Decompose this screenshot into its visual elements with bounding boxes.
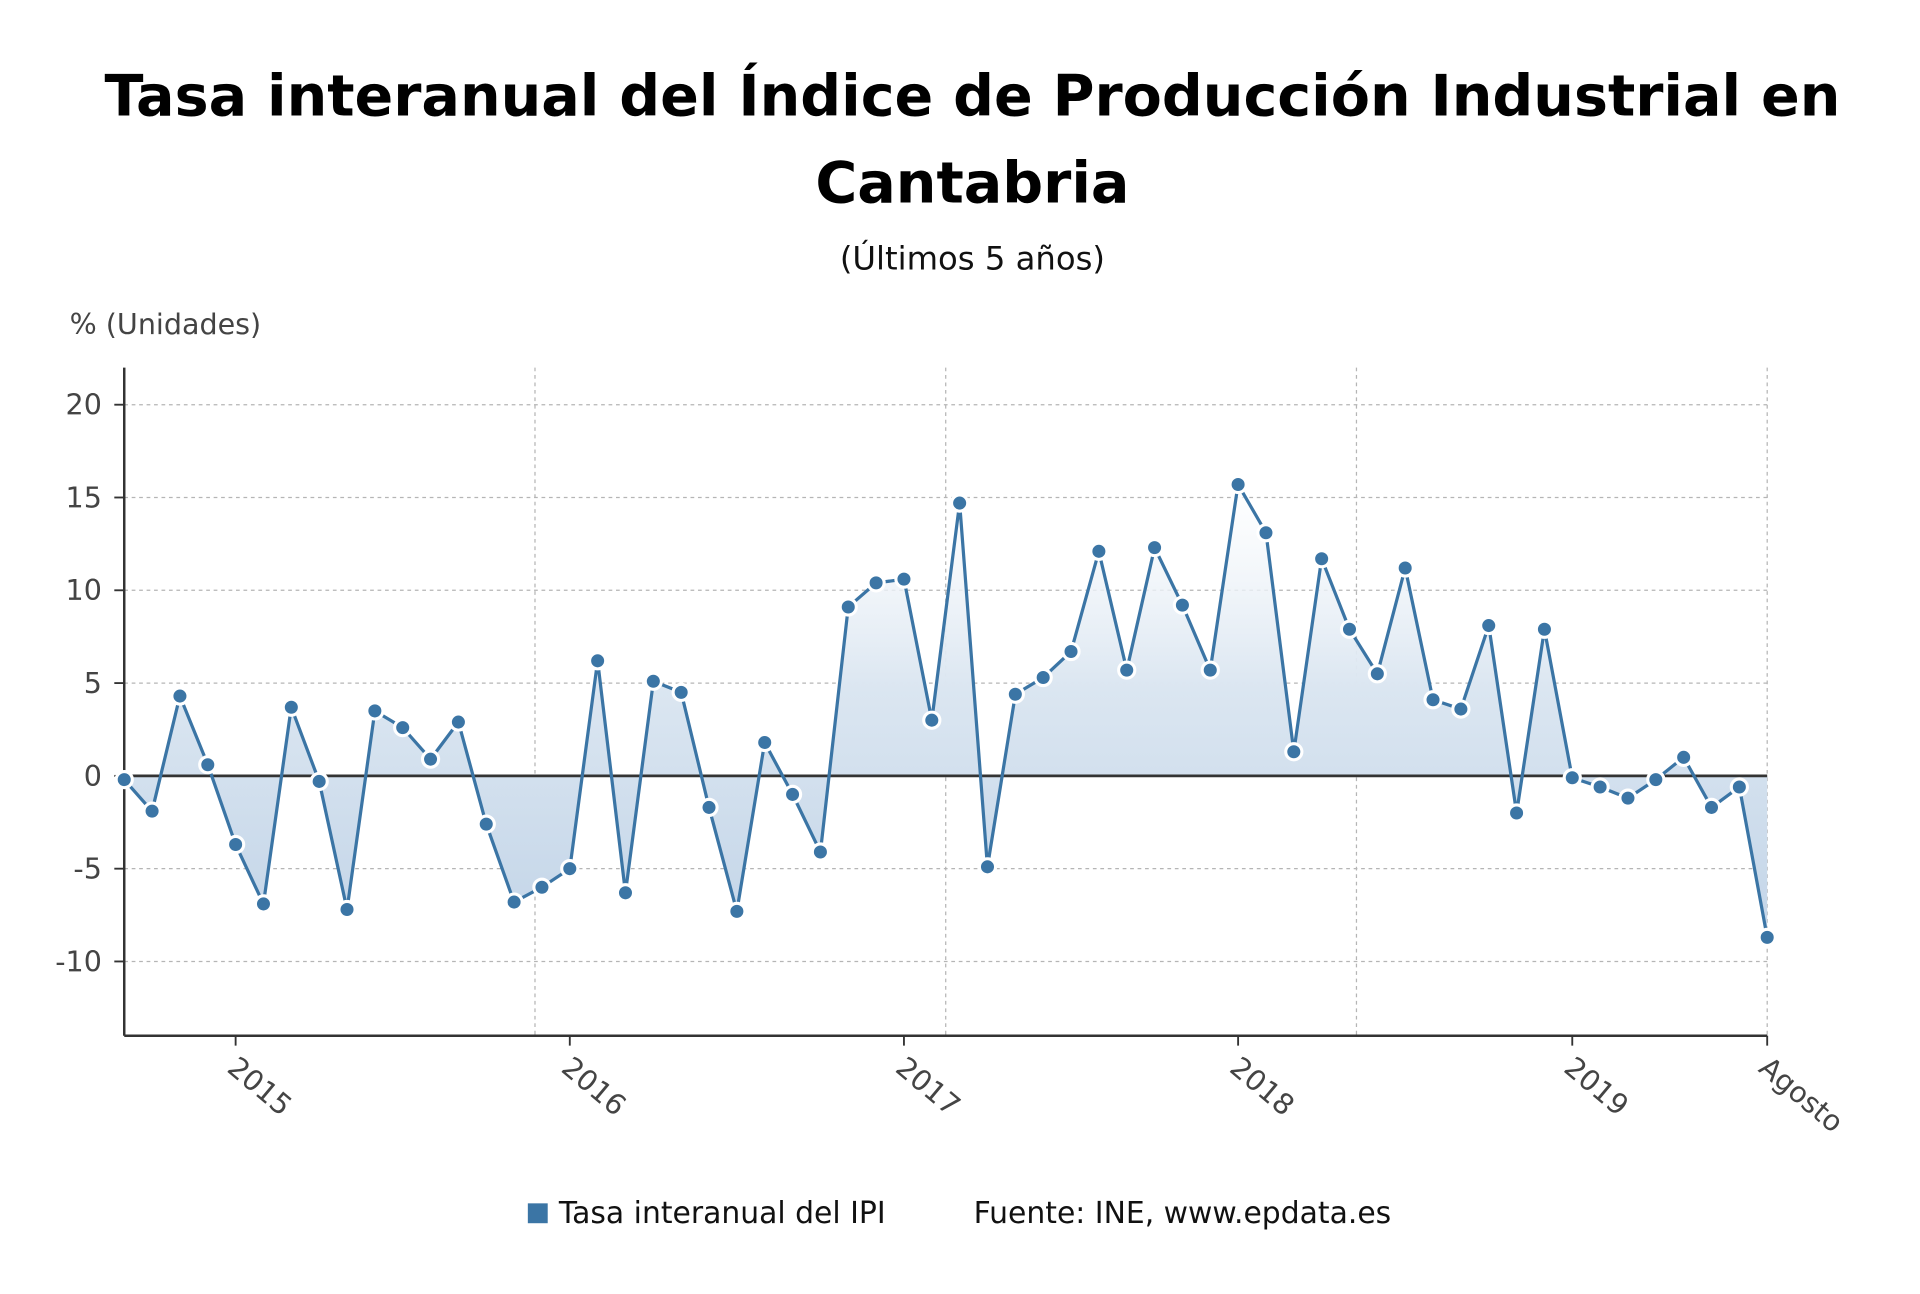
data-point <box>170 686 190 706</box>
data-point <box>755 732 775 753</box>
data-point <box>253 894 274 914</box>
data-point <box>727 901 747 921</box>
data-point <box>866 573 886 593</box>
chart-title-line2: Cantabria <box>815 150 1129 216</box>
data-point <box>1729 777 1749 797</box>
y-tick-label: 15 <box>66 480 102 514</box>
data-point <box>309 771 329 792</box>
x-tick-label: 2018 <box>1224 1050 1302 1123</box>
data-point <box>198 755 218 775</box>
data-point <box>1089 541 1109 561</box>
data-point <box>1033 667 1053 688</box>
data-point <box>504 892 524 912</box>
data-point <box>810 842 831 862</box>
axes <box>114 367 1769 1046</box>
data-point <box>1061 641 1081 662</box>
data-point <box>1757 927 1777 947</box>
legend: Tasa interanual del IPI Fuente: INE, www… <box>527 1196 1392 1231</box>
chart-subtitle: (Últimos 5 años) <box>840 239 1105 277</box>
data-point <box>950 493 970 513</box>
data-point <box>1646 769 1666 790</box>
data-point <box>838 597 858 617</box>
data-point <box>671 682 691 702</box>
data-point <box>1674 747 1694 767</box>
data-point <box>337 899 357 920</box>
y-tick-label: -10 <box>55 944 102 978</box>
data-point <box>1339 619 1360 639</box>
x-tick-label: 2017 <box>890 1050 968 1123</box>
data-point <box>1312 549 1332 569</box>
data-point <box>1228 474 1248 495</box>
y-tick-label: -5 <box>73 852 101 886</box>
data-point <box>393 717 413 738</box>
legend-label: Tasa interanual del IPI <box>558 1196 886 1231</box>
data-point <box>476 814 496 834</box>
points <box>114 474 1777 947</box>
data-point <box>532 877 552 897</box>
data-point <box>1200 660 1220 680</box>
data-point <box>1395 558 1415 578</box>
data-point <box>226 834 246 855</box>
data-point <box>1423 690 1443 710</box>
data-point <box>1172 595 1193 615</box>
data-point <box>1117 660 1137 680</box>
data-point <box>1367 664 1387 684</box>
data-point <box>365 701 385 721</box>
source-text: Fuente: INE, www.epdata.es <box>974 1196 1392 1231</box>
data-point <box>782 784 803 805</box>
data-point <box>1506 803 1527 823</box>
data-point <box>1479 615 1499 636</box>
data-point <box>560 859 580 879</box>
data-point <box>142 801 162 821</box>
data-point <box>1284 742 1304 762</box>
legend-swatch <box>527 1203 548 1224</box>
y-tick-label: 20 <box>66 388 102 422</box>
x-tick-label: 2016 <box>555 1050 633 1123</box>
data-point <box>448 712 469 732</box>
data-point <box>1256 523 1276 543</box>
y-tick-label: 0 <box>84 759 102 793</box>
data-point <box>922 710 942 730</box>
area-fill <box>124 484 1768 938</box>
data-point <box>1562 768 1582 788</box>
data-point <box>420 749 441 769</box>
data-point <box>588 651 608 671</box>
data-point <box>1144 537 1165 558</box>
chart-title: Tasa interanual del Índice de Producción… <box>104 61 1840 129</box>
y-tick-label: 5 <box>84 666 102 700</box>
data-point <box>1590 777 1610 797</box>
data-point <box>281 697 301 717</box>
x-tick-label: 2019 <box>1558 1050 1636 1123</box>
data-point <box>1005 684 1025 704</box>
x-tick-label: Agosto <box>1753 1050 1850 1139</box>
data-point <box>894 569 914 589</box>
data-point <box>1618 788 1638 808</box>
y-tick-label: 10 <box>66 573 102 607</box>
y-axis-label: % (Unidades) <box>70 307 262 341</box>
data-point <box>699 797 719 818</box>
data-point <box>643 671 663 691</box>
x-tick-label: 2015 <box>221 1050 299 1123</box>
data-point <box>1701 797 1722 818</box>
data-point <box>1451 699 1471 719</box>
data-point <box>615 883 636 903</box>
data-point <box>1534 619 1555 639</box>
data-point <box>114 769 134 790</box>
data-point <box>977 857 998 877</box>
